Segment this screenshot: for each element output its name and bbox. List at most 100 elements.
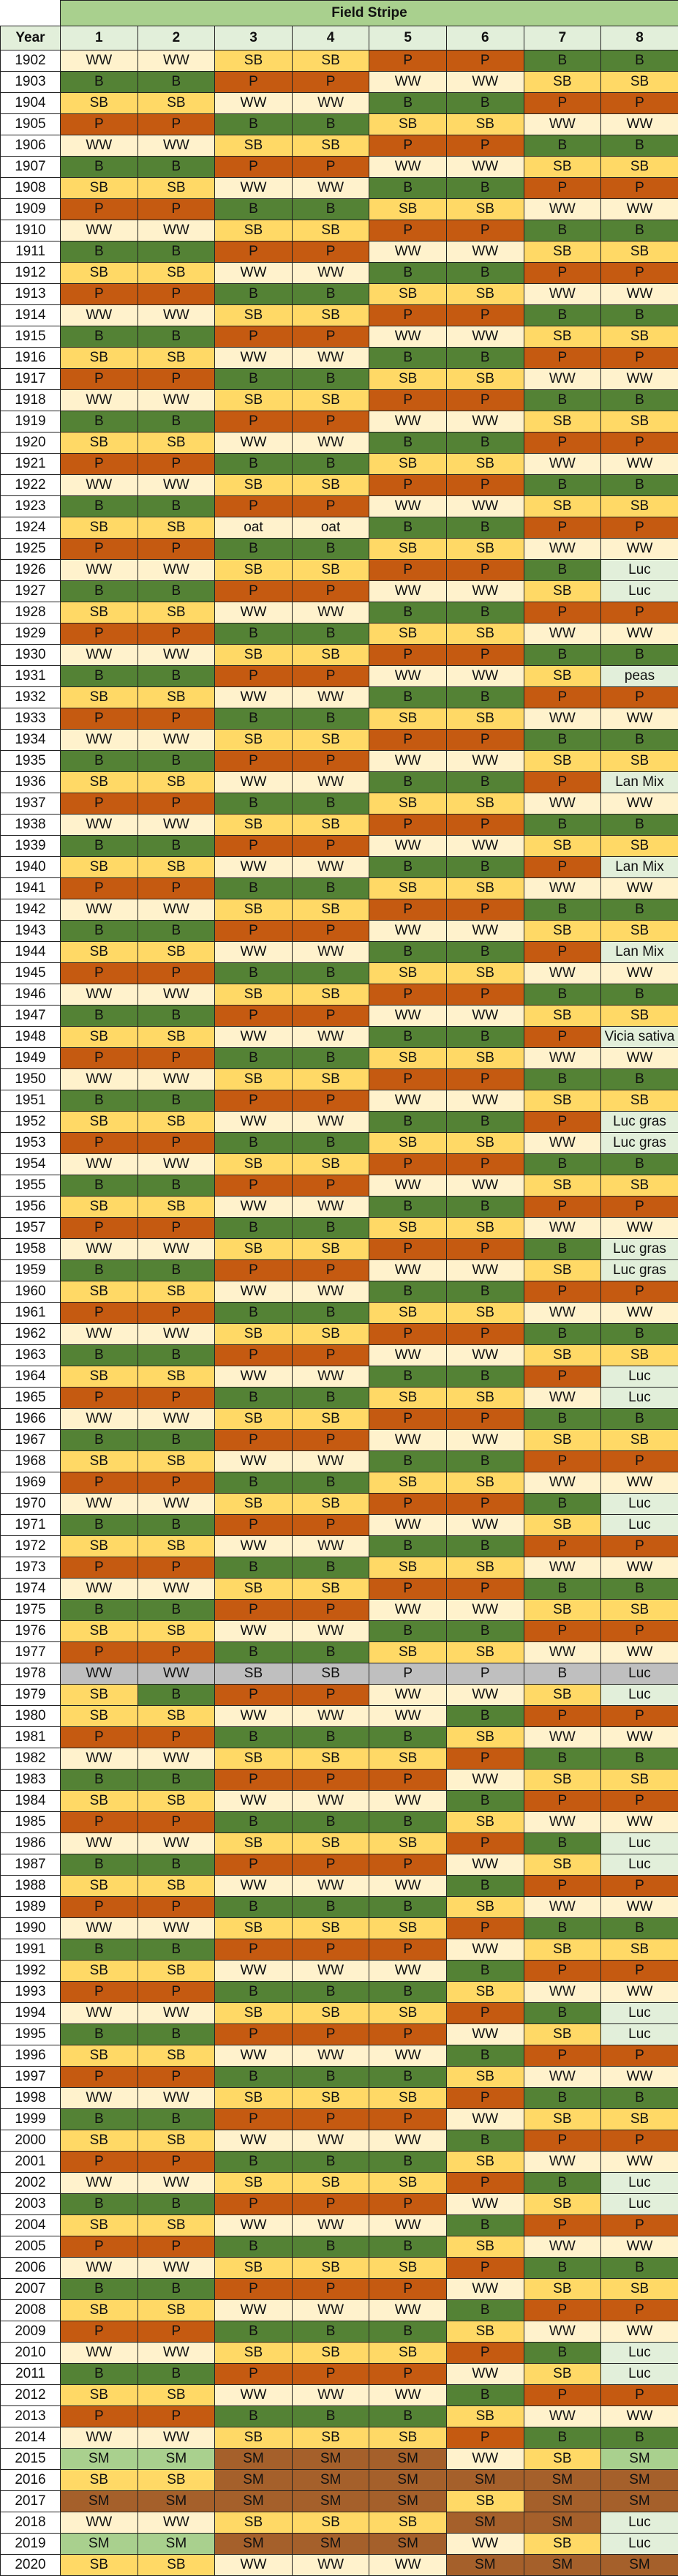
year-cell: 2005 <box>1 2236 61 2258</box>
crop-cell-stripe-7: SB <box>524 1006 601 1027</box>
crop-cell-stripe-7: SB <box>524 2279 601 2300</box>
crop-cell-stripe-4: P <box>292 1770 369 1791</box>
crop-cell-stripe-3: P <box>215 411 293 433</box>
crop-cell-stripe-5: P <box>369 1494 447 1515</box>
crop-cell-stripe-6: WW <box>446 1260 524 1281</box>
crop-cell-stripe-5: B <box>369 1112 447 1133</box>
crop-cell-stripe-1: WW <box>61 390 138 411</box>
crop-cell-stripe-7: WW <box>524 708 601 730</box>
crop-cell-stripe-7: P <box>524 942 601 963</box>
crop-cell-stripe-2: B <box>138 751 215 772</box>
crop-cell-stripe-3: B <box>215 1472 293 1494</box>
year-cell: 1987 <box>1 1854 61 1876</box>
crop-cell-stripe-6: P <box>446 1663 524 1685</box>
crop-cell-stripe-8: SB <box>601 921 678 942</box>
crop-cell-stripe-6: SB <box>446 454 524 475</box>
crop-cell-stripe-3: WW <box>215 602 293 624</box>
crop-cell-stripe-2: B <box>138 666 215 687</box>
crop-cell-stripe-3: P <box>215 1006 293 1027</box>
crop-cell-stripe-8: B <box>601 1918 678 1939</box>
crop-cell-stripe-7: P <box>524 2215 601 2236</box>
crop-cell-stripe-6: B <box>446 1197 524 1218</box>
year-cell: 1934 <box>1 730 61 751</box>
crop-cell-stripe-4: oat <box>292 517 369 539</box>
year-cell: 1946 <box>1 984 61 1006</box>
crop-cell-stripe-1: SB <box>61 1961 138 1982</box>
crop-cell-stripe-5: P <box>369 730 447 751</box>
crop-cell-stripe-6: P <box>446 1154 524 1175</box>
crop-cell-stripe-3: P <box>215 242 293 263</box>
year-cell: 1910 <box>1 220 61 242</box>
crop-cell-stripe-8: WW <box>601 1472 678 1494</box>
crop-cell-stripe-7: B <box>524 815 601 836</box>
crop-cell-stripe-6: SB <box>446 1557 524 1579</box>
crop-cell-stripe-2: B <box>138 1090 215 1112</box>
crop-cell-stripe-8: SB <box>601 496 678 517</box>
year-cell: 2009 <box>1 2321 61 2343</box>
crop-cell-stripe-6: B <box>446 2215 524 2236</box>
crop-cell-stripe-3: WW <box>215 93 293 114</box>
crop-cell-stripe-2: P <box>138 1727 215 1748</box>
crop-cell-stripe-5: SM <box>369 2449 447 2470</box>
crop-cell-stripe-5: B <box>369 1897 447 1918</box>
crop-cell-stripe-3: SB <box>215 220 293 242</box>
crop-cell-stripe-7: B <box>524 1579 601 1600</box>
crop-cell-stripe-4: WW <box>292 772 369 793</box>
crop-cell-stripe-8: SB <box>601 157 678 178</box>
column-header-6: 6 <box>446 26 524 50</box>
crop-cell-stripe-4: B <box>292 963 369 984</box>
crop-cell-stripe-5: WW <box>369 2555 447 2576</box>
year-cell: 1912 <box>1 263 61 284</box>
crop-cell-stripe-1: P <box>61 1982 138 2003</box>
crop-cell-stripe-3: SB <box>215 1579 293 1600</box>
crop-cell-stripe-4: P <box>292 1939 369 1961</box>
crop-cell-stripe-8: Luc <box>601 1366 678 1388</box>
year-cell: 1984 <box>1 1791 61 1812</box>
crop-cell-stripe-3: B <box>215 793 293 815</box>
crop-cell-stripe-7: B <box>524 2258 601 2279</box>
crop-cell-stripe-8: Luc <box>601 1685 678 1706</box>
crop-cell-stripe-1: SM <box>61 2534 138 2555</box>
year-cell: 2012 <box>1 2385 61 2406</box>
crop-cell-stripe-1: WW <box>61 1239 138 1260</box>
crop-cell-stripe-4: B <box>292 2321 369 2343</box>
crop-cell-stripe-5: B <box>369 1281 447 1303</box>
crop-cell-stripe-1: B <box>61 1006 138 1027</box>
crop-cell-stripe-4: SB <box>292 220 369 242</box>
crop-cell-stripe-8: B <box>601 645 678 666</box>
crop-cell-stripe-6: SB <box>446 708 524 730</box>
crop-cell-stripe-7: P <box>524 1621 601 1642</box>
crop-cell-stripe-3: B <box>215 454 293 475</box>
crop-cell-stripe-6: B <box>446 772 524 793</box>
crop-cell-stripe-2: SB <box>138 2300 215 2321</box>
crop-cell-stripe-7: P <box>524 602 601 624</box>
crop-cell-stripe-7: B <box>524 2088 601 2109</box>
crop-cell-stripe-7: B <box>524 135 601 157</box>
crop-cell-stripe-4: P <box>292 2364 369 2385</box>
crop-cell-stripe-2: B <box>138 1685 215 1706</box>
crop-cell-stripe-3: WW <box>215 2130 293 2152</box>
year-header: Year <box>1 26 61 50</box>
crop-cell-stripe-2: SB <box>138 857 215 878</box>
crop-cell-stripe-4: WW <box>292 1961 369 1982</box>
year-cell: 2015 <box>1 2449 61 2470</box>
crop-cell-stripe-4: P <box>292 1430 369 1451</box>
crop-cell-stripe-1: B <box>61 751 138 772</box>
crop-cell-stripe-7: P <box>524 1791 601 1812</box>
crop-cell-stripe-1: SB <box>61 2555 138 2576</box>
crop-cell-stripe-8: SB <box>601 836 678 857</box>
crop-cell-stripe-8: B <box>601 1154 678 1175</box>
crop-cell-stripe-1: SM <box>61 2491 138 2512</box>
crop-cell-stripe-6: SB <box>446 1812 524 1833</box>
crop-cell-stripe-5: P <box>369 1770 447 1791</box>
crop-cell-stripe-4: P <box>292 242 369 263</box>
crop-cell-stripe-5: B <box>369 1536 447 1557</box>
